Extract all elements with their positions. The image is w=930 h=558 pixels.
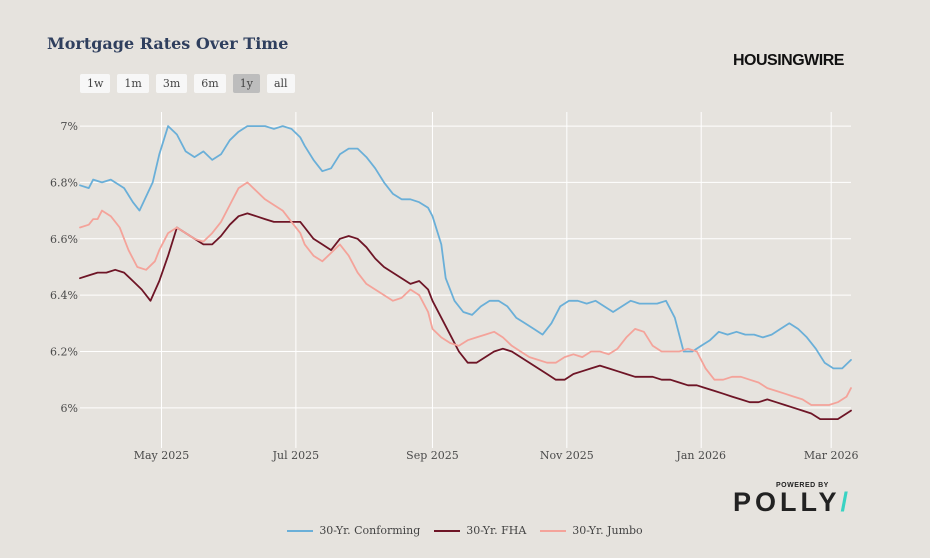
range-button-1m[interactable]: 1m	[117, 74, 149, 93]
legend-label-conforming: 30-Yr. Conforming	[319, 524, 421, 537]
x-tick-label: Jul 2025	[272, 449, 320, 462]
y-tick-label: 6.8%	[50, 176, 78, 189]
range-button-3m[interactable]: 3m	[155, 74, 188, 93]
legend-label-fha: 30-Yr. FHA	[466, 524, 527, 537]
y-tick-label: 6.2%	[50, 345, 78, 358]
series-line	[79, 212, 852, 420]
x-tick-label: May 2025	[134, 449, 190, 462]
range-button-1y[interactable]: 1y	[232, 74, 260, 93]
x-tick-label: Mar 2026	[804, 449, 859, 462]
series-line	[79, 181, 852, 406]
range-button-6m[interactable]: 6m	[194, 74, 226, 93]
legend-swatch-conforming	[287, 529, 314, 532]
legend-swatch-fha	[434, 529, 461, 532]
chart-legend: 30-Yr. Conforming 30-Yr. FHA 30-Yr. Jumb…	[0, 524, 930, 537]
x-tick-label: Jan 2026	[675, 449, 726, 462]
legend-item-conforming[interactable]: 30-Yr. Conforming	[287, 524, 420, 537]
housingwire-logo: HOUSINGWIRE	[733, 52, 844, 69]
series-line	[79, 125, 852, 370]
range-button-all[interactable]: all	[266, 74, 295, 93]
polly-slash-icon: /	[840, 487, 853, 517]
legend-label-jumbo: 30-Yr. Jumbo	[572, 524, 643, 537]
series-30-yr-jumbo	[79, 181, 852, 406]
y-tick-label: 6.6%	[50, 233, 78, 246]
legend-swatch-jumbo	[540, 529, 567, 532]
range-button-1w[interactable]: 1w	[80, 74, 111, 93]
series-30-yr-conforming	[79, 125, 852, 370]
x-tick-label: Sep 2025	[406, 449, 459, 462]
x-tick-label: Nov 2025	[540, 449, 594, 462]
series-30-yr-fha	[79, 212, 852, 420]
polly-logo-text: POLLY	[733, 487, 841, 517]
powered-by-label: POWERED BY	[776, 482, 829, 489]
y-tick-label: 7%	[61, 120, 78, 133]
chart-title: Mortgage Rates Over Time	[47, 34, 289, 53]
range-selector: 1w 1m 3m 6m 1y all	[80, 74, 295, 93]
y-tick-label: 6%	[61, 402, 78, 415]
legend-item-fha[interactable]: 30-Yr. FHA	[434, 524, 526, 537]
legend-item-jumbo[interactable]: 30-Yr. Jumbo	[540, 524, 643, 537]
y-tick-label: 6.4%	[50, 289, 78, 302]
polly-logo: POLLY/	[733, 487, 852, 518]
